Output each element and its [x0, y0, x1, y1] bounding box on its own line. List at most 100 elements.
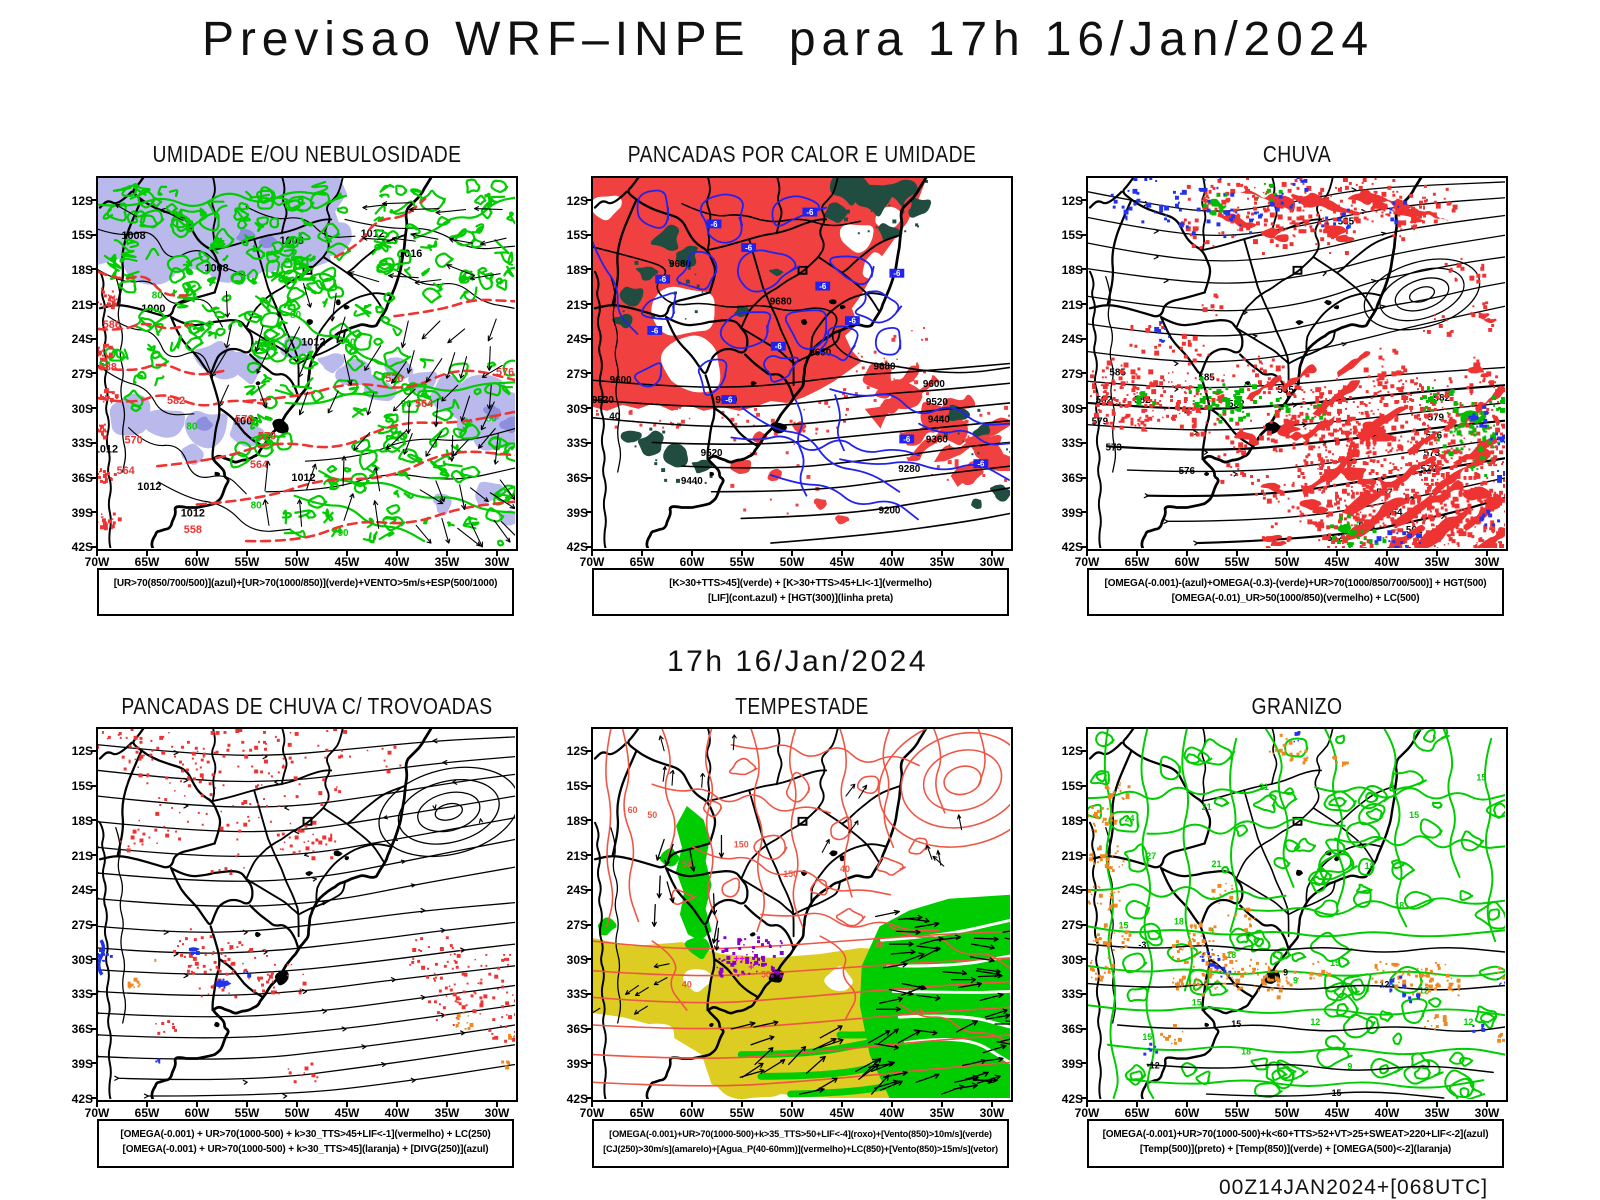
svg-text:1012: 1012 — [181, 507, 205, 519]
svg-text:18: 18 — [1174, 916, 1184, 926]
svg-text:564: 564 — [250, 459, 268, 471]
svg-text:570: 570 — [1421, 464, 1438, 475]
svg-text:9: 9 — [1293, 976, 1298, 986]
svg-text:1008: 1008 — [280, 235, 304, 247]
svg-text:12: 12 — [1419, 985, 1429, 995]
svg-text:12: 12 — [1310, 1017, 1320, 1027]
svg-text:18: 18 — [1226, 950, 1236, 960]
svg-text:24: 24 — [1125, 814, 1135, 824]
svg-text:564: 564 — [415, 398, 433, 410]
svg-text:-6: -6 — [775, 342, 783, 351]
svg-text:1012: 1012 — [301, 337, 325, 349]
svg-text:50: 50 — [761, 970, 771, 980]
svg-text:-6: -6 — [849, 317, 857, 326]
svg-text:1012: 1012 — [361, 228, 385, 240]
svg-text:9680: 9680 — [770, 296, 792, 307]
svg-text:12: 12 — [1380, 980, 1390, 990]
svg-text:90: 90 — [338, 528, 349, 539]
svg-text:-6: -6 — [903, 435, 911, 444]
svg-text:15: 15 — [1409, 810, 1419, 820]
svg-text:9520: 9520 — [593, 395, 614, 406]
svg-text:40: 40 — [875, 940, 885, 950]
svg-text:9520: 9520 — [926, 397, 948, 408]
svg-text:21: 21 — [1259, 782, 1269, 792]
svg-text:18: 18 — [1394, 901, 1404, 911]
svg-text:582: 582 — [167, 395, 185, 407]
svg-text:150: 150 — [783, 869, 798, 879]
svg-text:576: 576 — [235, 414, 253, 426]
svg-text:1012: 1012 — [291, 472, 315, 484]
svg-text:-15: -15 — [1329, 1088, 1342, 1098]
svg-text:1008: 1008 — [204, 263, 228, 275]
svg-text:15: 15 — [1119, 920, 1129, 930]
svg-text:60: 60 — [628, 805, 638, 815]
svg-text:+: + — [748, 963, 754, 974]
svg-text:150: 150 — [734, 839, 749, 849]
svg-text:582: 582 — [1434, 393, 1451, 404]
svg-text:573: 573 — [1424, 448, 1441, 459]
svg-text:9680: 9680 — [874, 361, 896, 372]
svg-text:-6: -6 — [977, 460, 985, 469]
svg-text:15: 15 — [1231, 1019, 1241, 1029]
svg-text:27: 27 — [1146, 851, 1156, 861]
svg-text:9200: 9200 — [878, 505, 900, 516]
svg-text:1008: 1008 — [121, 230, 145, 242]
svg-text:15: 15 — [1142, 1032, 1152, 1042]
svg-text:579: 579 — [1428, 413, 1445, 424]
svg-text:9520: 9520 — [701, 448, 723, 459]
svg-text:586: 586 — [103, 319, 121, 331]
svg-text:18: 18 — [1365, 861, 1375, 871]
svg-text:-6: -6 — [725, 395, 733, 404]
svg-text:579: 579 — [1092, 417, 1109, 428]
svg-text:40: 40 — [682, 980, 692, 990]
svg-text:576: 576 — [1179, 466, 1196, 477]
svg-text:80: 80 — [290, 310, 301, 321]
svg-text:9: 9 — [1283, 968, 1288, 978]
svg-text:585: 585 — [1198, 372, 1215, 383]
svg-text:1012: 1012 — [137, 481, 161, 493]
svg-text:-6: -6 — [651, 326, 659, 335]
svg-text:80: 80 — [486, 414, 497, 425]
svg-text:21: 21 — [1212, 859, 1222, 869]
svg-text:-6: -6 — [806, 208, 814, 217]
svg-text:12: 12 — [1463, 1017, 1473, 1027]
svg-text:50: 50 — [682, 859, 692, 869]
svg-text:80: 80 — [152, 290, 163, 301]
svg-text:90: 90 — [344, 338, 355, 349]
svg-text:9280: 9280 — [898, 464, 920, 475]
svg-text:15: 15 — [1192, 997, 1202, 1007]
svg-text:21: 21 — [1202, 802, 1212, 812]
svg-text:80: 80 — [186, 422, 197, 433]
svg-text:40: 40 — [914, 1007, 924, 1017]
svg-text:9600: 9600 — [923, 379, 945, 390]
svg-text:-12: -12 — [1147, 1060, 1160, 1070]
svg-text:558: 558 — [184, 524, 202, 536]
svg-text:9440: 9440 — [681, 476, 703, 487]
svg-text:582: 582 — [1134, 395, 1151, 406]
svg-text:40: 40 — [609, 412, 620, 423]
svg-text:9440: 9440 — [928, 415, 950, 426]
svg-text:9: 9 — [1347, 1061, 1352, 1071]
svg-text:-6: -6 — [659, 275, 667, 284]
svg-text:80: 80 — [251, 501, 262, 512]
svg-text:90: 90 — [401, 399, 412, 410]
svg-text:573: 573 — [1105, 442, 1122, 453]
svg-text:-6: -6 — [711, 220, 719, 229]
svg-text:9680: 9680 — [669, 259, 691, 270]
svg-text:585: 585 — [1109, 367, 1126, 378]
svg-text:40: 40 — [840, 864, 850, 874]
svg-text:50: 50 — [647, 810, 657, 820]
svg-text:588: 588 — [99, 361, 117, 373]
svg-text:18: 18 — [1241, 1047, 1251, 1057]
svg-text:9360: 9360 — [926, 434, 948, 445]
svg-text:15: 15 — [1330, 958, 1340, 968]
svg-text:570: 570 — [258, 430, 276, 442]
svg-text:570: 570 — [125, 434, 143, 446]
svg-text:15: 15 — [1476, 772, 1486, 782]
svg-text:++: ++ — [733, 954, 745, 965]
svg-text:564: 564 — [117, 465, 135, 477]
svg-text:1012: 1012 — [98, 443, 118, 455]
svg-text:-6: -6 — [819, 282, 827, 291]
svg-text:1008: 1008 — [234, 416, 258, 428]
svg-text:9600: 9600 — [610, 375, 632, 386]
